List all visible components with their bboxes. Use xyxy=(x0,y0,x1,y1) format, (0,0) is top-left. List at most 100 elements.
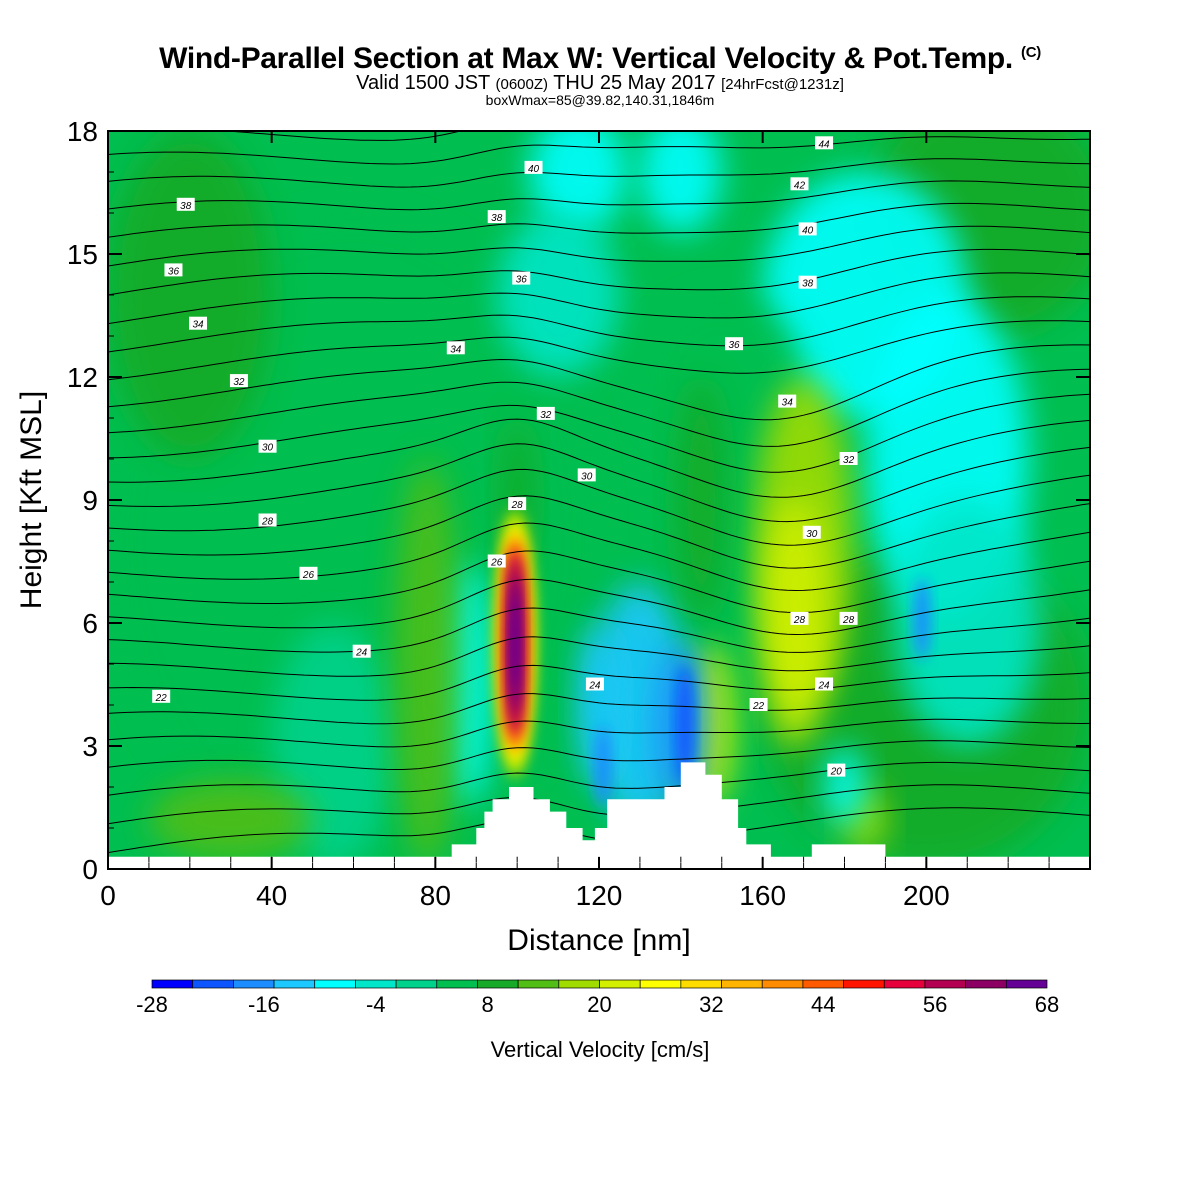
contour-label-box xyxy=(577,468,596,482)
velocity-field xyxy=(108,131,1090,869)
contour-label: 26 xyxy=(487,554,506,569)
velocity-blob xyxy=(148,778,313,861)
colorbar-tick-label: 32 xyxy=(699,992,723,1017)
isentrope-line xyxy=(108,202,1090,238)
colorbar-swatch xyxy=(273,979,316,989)
contour-label-text: 34 xyxy=(192,320,204,331)
isentrope-line xyxy=(108,296,1090,353)
y-tick-label: 3 xyxy=(82,731,98,762)
isentrope-line xyxy=(108,664,1090,701)
valid-date: THU 25 May 2017 xyxy=(553,72,716,94)
contour-label-text: 26 xyxy=(302,570,315,581)
colorbar-swatch xyxy=(639,979,682,989)
contour-label: 28 xyxy=(790,611,809,626)
contour-label: 38 xyxy=(487,210,506,224)
contour-label-box xyxy=(802,525,821,539)
contour-label: 28 xyxy=(508,497,527,511)
contour-label-text: 20 xyxy=(830,767,843,778)
contour-label: 22 xyxy=(152,689,171,704)
contour-label: 36 xyxy=(725,337,744,351)
contour-label-text: 28 xyxy=(793,615,806,626)
contour-label-box xyxy=(585,677,604,691)
downdraft-core xyxy=(914,577,931,660)
y-tick-label: 12 xyxy=(67,362,98,393)
y-tick-label: 9 xyxy=(82,485,98,516)
contour-label: 30 xyxy=(258,439,277,454)
colorbar-swatch xyxy=(355,979,397,989)
contour-label-text: 44 xyxy=(818,139,830,150)
contour-label-box xyxy=(299,566,318,580)
contour-label-box xyxy=(352,644,371,658)
colorbar-swatch xyxy=(883,979,926,989)
contour-label: 38 xyxy=(176,197,195,212)
terrain-fill xyxy=(108,762,1090,869)
colorbar-swatch xyxy=(151,979,194,989)
colorbar-swatch xyxy=(314,979,356,989)
boxwmax-info: boxWmax=85@39.82,140.31,1846m xyxy=(485,92,715,108)
colorbar-tick-label: 8 xyxy=(482,992,494,1017)
isentrope-line xyxy=(108,443,1090,523)
colorbar-swatch xyxy=(965,979,1007,989)
x-tick-label: 80 xyxy=(420,880,451,911)
contour-label-text: 40 xyxy=(802,225,814,236)
velocity-blob xyxy=(394,459,460,869)
chart-title: Wind-Parallel Section at Max W: Vertical… xyxy=(0,42,1200,76)
contour-label-box xyxy=(164,263,183,277)
copyright-mark: (C) xyxy=(1021,44,1041,61)
colorbar-swatch xyxy=(1005,979,1048,989)
contour-label: 30 xyxy=(577,468,596,482)
colorbar-tick-label: 56 xyxy=(923,992,947,1017)
contour-label-box xyxy=(487,554,506,568)
isentrope-line xyxy=(108,272,1090,325)
isentrope-line xyxy=(108,225,1090,267)
colorbar-tick-label: 44 xyxy=(811,992,835,1017)
potential-temperature-contours xyxy=(108,87,1090,854)
isentrope-line xyxy=(108,248,1090,296)
contour-label-text: 36 xyxy=(728,340,740,351)
isentrope-line xyxy=(108,87,1090,116)
isentrope-line xyxy=(108,522,1090,592)
contour-label-text: 28 xyxy=(842,615,855,626)
contour-label: 24 xyxy=(352,644,371,659)
contour-label-box xyxy=(524,160,543,174)
downdraft-core xyxy=(676,664,694,787)
contour-label-box xyxy=(176,197,195,211)
contour-label: 32 xyxy=(536,406,555,421)
colorbar-tick-label: 20 xyxy=(587,992,611,1017)
x-axis-label: Distance [nm] xyxy=(507,924,690,957)
contour-label-text: 30 xyxy=(262,443,274,454)
contour-label-text: 38 xyxy=(802,279,814,290)
contour-label-text: 36 xyxy=(168,266,180,277)
contour-label-box xyxy=(839,452,858,465)
colorbar-swatch xyxy=(721,979,763,989)
isentrope-line xyxy=(108,368,1090,447)
contour-label-box xyxy=(798,275,817,289)
contour-label: 28 xyxy=(258,513,277,528)
contour-labels: 38 36 34 32 30 28 26 24 22 40 38 36 34 32 30 28 26 24 44 42… xyxy=(152,136,858,778)
valid-prefix: Valid 1500 JST xyxy=(356,72,490,94)
contour-label: 34 xyxy=(778,394,797,409)
colorbar-swatch xyxy=(599,979,641,989)
contour-label-box xyxy=(725,337,744,351)
contour-label: 36 xyxy=(164,263,183,277)
contour-label-text: 30 xyxy=(806,529,818,540)
contour-label: 34 xyxy=(446,341,465,355)
velocity-blob xyxy=(676,377,726,623)
colorbar-label: Vertical Velocity [cm/s] xyxy=(491,1037,710,1062)
contour-label-text: 36 xyxy=(516,275,528,286)
isentrope-line xyxy=(108,607,1090,653)
contour-label-text: 22 xyxy=(752,701,765,712)
x-tick-label: 200 xyxy=(903,880,950,911)
valid-zulu: (0600Z) xyxy=(495,76,549,93)
contour-label-box xyxy=(487,210,506,224)
contour-label: 24 xyxy=(585,677,604,692)
contour-label-text: 32 xyxy=(233,377,245,388)
isentrope-line xyxy=(108,550,1090,614)
contour-label-text: 38 xyxy=(180,201,192,212)
isentrope-line xyxy=(108,693,1090,725)
colorbar-swatch xyxy=(924,979,966,989)
contour-label-box xyxy=(152,689,171,703)
colorbar-tick-label: -4 xyxy=(366,992,386,1017)
valid-time: Valid 1500 JST (0600Z) THU 25 May 2017 [… xyxy=(0,72,1200,95)
